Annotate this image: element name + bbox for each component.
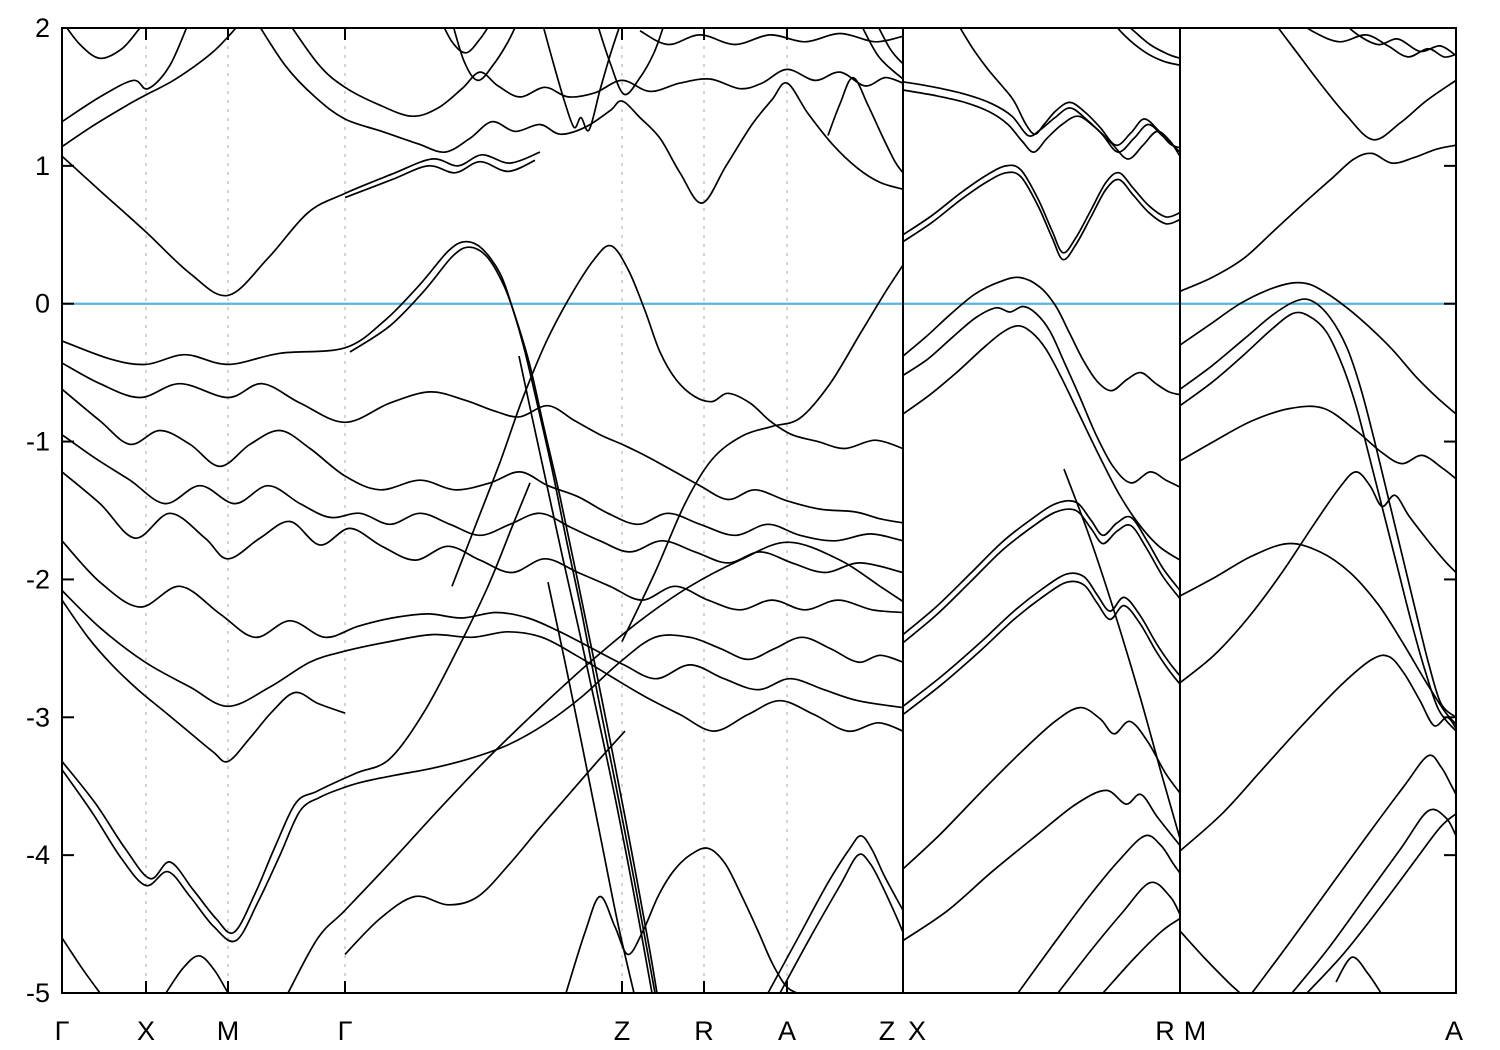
band-line-panel1	[63, 29, 187, 123]
band-line-panel3	[1179, 144, 1455, 293]
k-point-label: R	[694, 1016, 714, 1046]
k-point-label: Γ	[55, 1016, 70, 1046]
band-line-panel2	[959, 29, 1181, 149]
band-line-panel1	[66, 29, 141, 60]
band-line-panel1	[827, 76, 904, 174]
band-line-panel1	[63, 471, 904, 614]
band-line-panel3	[1349, 29, 1455, 56]
axis-border	[61, 27, 1457, 994]
band-line-panel1	[260, 29, 904, 204]
band-line-panel1	[878, 29, 904, 65]
k-point-label: M	[217, 1016, 240, 1046]
band-line-panel2	[1130, 29, 1181, 60]
y-tick-label: -4	[26, 840, 50, 870]
band-line-panel1	[565, 847, 797, 992]
band-line-panel1	[63, 590, 904, 732]
band-line-panel2	[902, 80, 1181, 153]
band-line-panel2	[902, 580, 1181, 716]
k-point-label: Z	[614, 1016, 631, 1046]
band-line-panel1	[63, 540, 904, 709]
band-line-panel1	[63, 362, 904, 524]
band-line-panel2	[902, 89, 1181, 160]
band-line-panel1	[349, 246, 658, 992]
band-line-panel3	[1306, 813, 1455, 992]
band-line-panel2	[902, 499, 1181, 636]
band-line-panel1	[547, 582, 635, 992]
y-tick-label: -2	[26, 564, 50, 594]
band-line-panel1	[443, 29, 488, 54]
band-line-panel3	[1179, 471, 1455, 684]
band-line-panel2	[902, 171, 1181, 261]
band-line-panel2	[902, 706, 1181, 870]
band-line-panel1	[767, 834, 904, 992]
band-line-panel3	[1278, 29, 1455, 141]
band-line-panel1	[543, 29, 620, 132]
band-line-panel2	[902, 789, 1181, 942]
band-line-panel3	[1179, 654, 1455, 852]
band-line-panel3	[1179, 311, 1455, 732]
band-line-panel1	[862, 29, 904, 80]
band-line-panel1	[344, 159, 536, 199]
band-line-panel1	[63, 937, 101, 992]
band-line-panel3	[1251, 754, 1455, 992]
k-point-label: X	[137, 1016, 155, 1046]
band-line-panel1	[779, 853, 904, 992]
band-line-panel1	[63, 634, 904, 943]
band-line-panel1	[621, 264, 904, 642]
band-line-panel1	[287, 541, 904, 992]
y-tick-label: -3	[26, 702, 50, 732]
band-line-panel2	[902, 324, 1181, 561]
band-line-panel2	[1102, 917, 1181, 992]
band-line-panel2	[1057, 881, 1181, 992]
band-line-panel1	[518, 355, 653, 992]
k-point-label: M	[1184, 1016, 1207, 1046]
band-line-panel3	[1179, 542, 1455, 725]
y-tick-label: -1	[26, 427, 50, 457]
band-line-panel1	[63, 240, 656, 992]
band-line-panel1	[639, 30, 904, 46]
k-point-label: A	[778, 1016, 796, 1046]
band-line-panel1	[63, 388, 904, 542]
band-line-panel3	[1179, 405, 1455, 480]
band-line-panel2	[902, 276, 1181, 396]
band-line-panel1	[63, 482, 531, 935]
k-point-label: A	[1445, 1016, 1463, 1046]
k-point-label: Γ	[338, 1016, 353, 1046]
band-line-panel3	[1179, 281, 1455, 415]
band-line-panel1	[63, 29, 237, 147]
band-line-panel1	[165, 954, 229, 992]
band-line-panel1	[63, 151, 541, 297]
band-line-panel2	[1063, 468, 1181, 839]
band-line-panel1	[63, 600, 346, 763]
y-tick-label: 1	[35, 151, 50, 181]
band-line-panel3	[1307, 29, 1455, 58]
band-line-panel3	[1335, 956, 1382, 992]
k-point-label: R	[1155, 1016, 1175, 1046]
k-point-label: Z	[879, 1016, 896, 1046]
band-line-panel2	[1017, 834, 1181, 992]
y-tick-label: -5	[26, 978, 50, 1008]
band-line-panel3	[1179, 298, 1455, 718]
band-line-panel3	[1179, 930, 1241, 992]
y-tick-label: 0	[35, 289, 50, 319]
band-line-panel2	[902, 572, 1181, 707]
band-line-panel2	[902, 164, 1181, 254]
y-tick-label: 2	[35, 13, 50, 43]
band-line-panel2	[902, 508, 1181, 644]
band-curves	[63, 29, 1455, 992]
band-line-panel1	[453, 29, 516, 82]
band-line-panel3	[1291, 808, 1455, 992]
k-point-label: X	[908, 1016, 926, 1046]
band-line-panel2	[902, 305, 1181, 488]
band-line-panel1	[344, 730, 626, 955]
band-line-panel1	[291, 29, 904, 118]
band-line-panel2	[1117, 29, 1181, 67]
band-line-panel1	[598, 29, 664, 96]
